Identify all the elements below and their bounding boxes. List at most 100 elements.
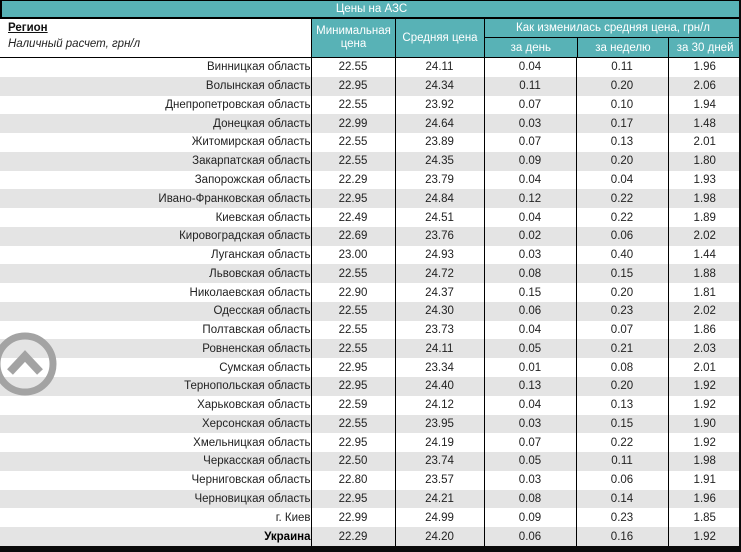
avg-price-cell: 23.89 bbox=[394, 133, 484, 152]
change-group-label: Как изменилась средняя цена, грн/л bbox=[485, 19, 741, 38]
avg-price-cell: 24.93 bbox=[394, 245, 484, 265]
day-change-cell: 0.05 bbox=[483, 339, 576, 359]
region-cell: г. Киев bbox=[275, 511, 311, 524]
avg-price-cell: 24.64 bbox=[394, 114, 484, 134]
table-row: Черкасская область 22.50 23.74 0.05 0.11 1.98 bbox=[0, 452, 741, 471]
region-cell: Ровненская область bbox=[0, 339, 311, 359]
min-price-cell: 22.95 bbox=[310, 189, 395, 209]
month-change-cell: 1.92 bbox=[667, 433, 741, 453]
min-price-cell: 22.95 bbox=[310, 489, 395, 509]
day-change-cell: 0.08 bbox=[483, 264, 576, 284]
table-row: Полтавская область 22.55 23.73 0.04 0.07 1.86 bbox=[0, 320, 741, 340]
day-change-cell: 0.11 bbox=[483, 76, 576, 96]
region-header-label: Регион bbox=[8, 22, 48, 34]
week-change-cell: 0.06 bbox=[575, 470, 668, 490]
avg-price-cell: 24.99 bbox=[394, 508, 484, 528]
region-cell: Волынская область bbox=[0, 76, 311, 96]
region-cell: Хмельницкая область bbox=[193, 436, 311, 449]
region-cell: Житомирская область bbox=[191, 136, 311, 149]
min-price-cell: 22.29 bbox=[310, 170, 395, 190]
min-price-cell: 22.80 bbox=[310, 470, 395, 490]
region-cell: Черновицкая область bbox=[0, 489, 311, 509]
month-change-cell: 2.02 bbox=[667, 226, 741, 246]
region-cell: Харьковская область bbox=[197, 399, 311, 412]
avg-price-cell: 23.74 bbox=[394, 452, 484, 471]
week-change-cell: 0.17 bbox=[575, 114, 668, 134]
day-change-cell: 0.04 bbox=[483, 320, 576, 340]
month-change-cell: 1.92 bbox=[667, 377, 741, 396]
avg-price-cell: 24.37 bbox=[394, 283, 484, 302]
region-header: Регион Наличный расчет, грн/л bbox=[0, 19, 311, 57]
day-change-cell: 0.04 bbox=[483, 58, 576, 77]
avg-price-cell: 24.84 bbox=[394, 189, 484, 209]
table-row: Луганская область 23.00 24.93 0.03 0.40 1.44 bbox=[0, 245, 741, 265]
day-change-cell: 0.03 bbox=[483, 114, 576, 134]
avg-price-cell: 23.76 bbox=[394, 226, 484, 246]
day-change-cell: 0.04 bbox=[483, 208, 576, 227]
week-change-cell: 0.20 bbox=[575, 283, 668, 302]
column-header-week-change: за неделю bbox=[576, 38, 669, 57]
month-change-cell: 1.80 bbox=[667, 151, 741, 171]
month-change-cell: 1.98 bbox=[667, 189, 741, 209]
week-change-cell: 0.20 bbox=[575, 377, 668, 396]
month-change-cell: 1.85 bbox=[667, 508, 741, 528]
day-change-cell: 0.08 bbox=[483, 489, 576, 509]
min-price-cell: 22.49 bbox=[310, 208, 395, 227]
table-row: Черновицкая область 22.95 24.21 0.08 0.14 1.9… bbox=[0, 489, 741, 509]
month-change-cell: 1.48 bbox=[667, 114, 741, 134]
month-change-cell: 1.98 bbox=[667, 452, 741, 471]
table-row: Киевская область 22.49 24.51 0.04 0.22 1.89 bbox=[0, 208, 741, 227]
month-change-cell: 1.81 bbox=[667, 283, 741, 302]
table-row: Украина 22.29 24.20 0.06 0.16 1.92 bbox=[0, 527, 741, 546]
min-price-cell: 22.69 bbox=[310, 226, 395, 246]
month-change-cell: 1.96 bbox=[667, 489, 741, 509]
day-change-cell: 0.04 bbox=[483, 395, 576, 415]
day-change-cell: 0.03 bbox=[483, 470, 576, 490]
min-price-cell: 22.55 bbox=[310, 133, 395, 152]
min-price-cell: 22.29 bbox=[310, 527, 395, 546]
day-change-cell: 0.07 bbox=[483, 433, 576, 453]
region-cell: Львовская область bbox=[0, 264, 311, 284]
table-row: г. Киев 22.99 24.99 0.09 0.23 1.85 bbox=[0, 508, 741, 528]
table-title: Цены на АЗС bbox=[0, 0, 741, 19]
min-price-cell: 22.95 bbox=[310, 76, 395, 96]
column-header-day-change: за день bbox=[485, 38, 577, 57]
week-change-cell: 0.21 bbox=[575, 339, 668, 359]
week-change-cell: 0.11 bbox=[575, 452, 668, 471]
min-price-cell: 22.95 bbox=[310, 433, 395, 453]
month-change-cell: 1.86 bbox=[667, 320, 741, 340]
payment-type-label: Наличный расчет, грн/л bbox=[8, 38, 141, 50]
region-cell: Черкасская область bbox=[0, 452, 311, 471]
min-price-cell: 22.90 bbox=[310, 283, 395, 302]
day-change-cell: 0.05 bbox=[483, 452, 576, 471]
table-row: Львовская область 22.55 24.72 0.08 0.15 1.88 bbox=[0, 264, 741, 284]
region-cell: Киевская область bbox=[215, 211, 311, 224]
avg-price-cell: 24.11 bbox=[394, 339, 484, 359]
scroll-to-top-button[interactable] bbox=[0, 329, 62, 401]
day-change-cell: 0.13 bbox=[483, 377, 576, 396]
week-change-cell: 0.07 bbox=[575, 320, 668, 340]
region-cell: Запорожская область bbox=[194, 173, 311, 186]
week-change-cell: 0.13 bbox=[575, 133, 668, 152]
week-change-cell: 0.15 bbox=[575, 264, 668, 284]
day-change-cell: 0.06 bbox=[483, 301, 576, 321]
week-change-cell: 0.22 bbox=[575, 433, 668, 453]
min-price-cell: 22.55 bbox=[310, 320, 395, 340]
table-row: Донецкая область 22.99 24.64 0.03 0.17 1.48 bbox=[0, 114, 741, 134]
week-change-cell: 0.04 bbox=[575, 170, 668, 190]
min-price-cell: 22.55 bbox=[310, 151, 395, 171]
week-change-cell: 0.20 bbox=[575, 76, 668, 96]
month-change-cell: 1.92 bbox=[667, 527, 741, 546]
month-change-cell: 1.90 bbox=[667, 414, 741, 434]
week-change-cell: 0.22 bbox=[575, 208, 668, 227]
table-row: Харьковская область 22.59 24.12 0.04 0.13 1.9… bbox=[0, 395, 741, 415]
region-cell: Тернопольская область bbox=[0, 377, 311, 396]
table-row: Житомирская область 22.55 23.89 0.07 0.13 2.0… bbox=[0, 133, 741, 152]
month-change-cell: 1.89 bbox=[667, 208, 741, 227]
avg-price-cell: 24.40 bbox=[394, 377, 484, 396]
day-change-cell: 0.03 bbox=[483, 245, 576, 265]
month-change-cell: 2.01 bbox=[667, 358, 741, 378]
month-change-cell: 1.92 bbox=[667, 395, 741, 415]
week-change-cell: 0.08 bbox=[575, 358, 668, 378]
week-change-cell: 0.23 bbox=[575, 301, 668, 321]
